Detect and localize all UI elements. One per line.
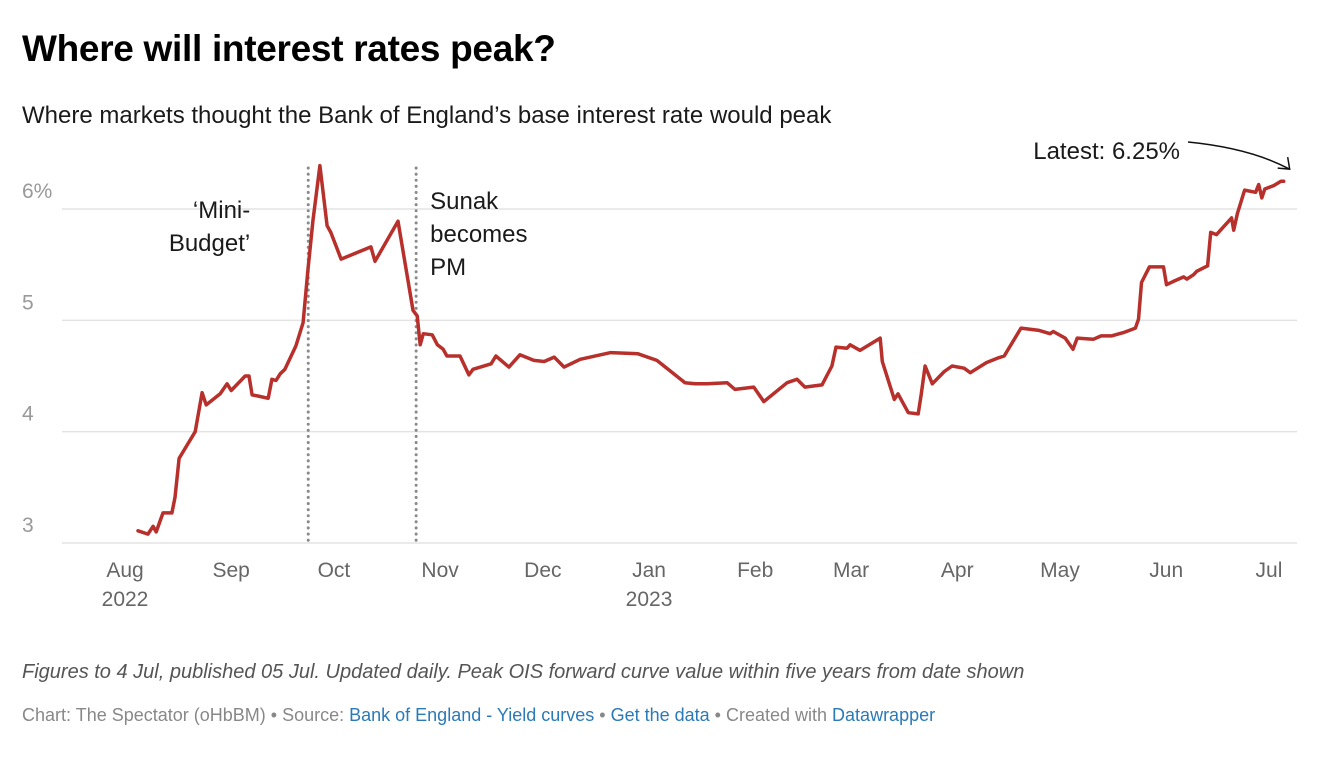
event-label: becomes xyxy=(430,221,527,248)
x-tick-label: Dec xyxy=(524,559,561,582)
get-the-data-link[interactable]: Get the data xyxy=(610,705,710,725)
series xyxy=(136,163,1286,536)
annotations: Latest: 6.25% xyxy=(1033,140,1291,170)
x-axis: Aug 2022 Sep Oct Nov Dec Jan 2023 Feb Mar Apr May Ju… xyxy=(102,559,1283,611)
y-axis: 3 4 5 6% xyxy=(22,180,52,537)
source-link[interactable]: Bank of England - Yield curves xyxy=(349,705,595,725)
x-tick-label: Jul xyxy=(1256,559,1283,582)
byline-separator: • xyxy=(594,705,611,725)
event-markers: ‘Mini- Budget’ Sunak becomes PM xyxy=(169,166,528,545)
x-tick-label: Mar xyxy=(833,559,869,582)
y-tick-label: 6% xyxy=(22,180,52,203)
y-tick-label: 3 xyxy=(22,514,34,537)
series-line xyxy=(136,163,1286,536)
arrow-head-icon xyxy=(1277,157,1291,170)
chart-notes: Figures to 4 Jul, published 05 Jul. Upda… xyxy=(22,661,1025,683)
event-label: Budget’ xyxy=(169,230,250,257)
x-tick-label: Apr xyxy=(941,559,974,582)
x-tick-label: Oct xyxy=(318,559,351,582)
x-tick-label: Nov xyxy=(421,559,459,582)
x-tick-label: Feb xyxy=(737,559,773,582)
x-tick-year-label: 2023 xyxy=(626,588,673,611)
event-label: PM xyxy=(430,254,466,281)
byline-chart-credit: Chart: The Spectator (oHbBM) xyxy=(22,705,266,725)
byline-created-label: Created with xyxy=(725,705,833,725)
x-tick-label: Aug xyxy=(106,559,143,582)
x-tick-label: Sep xyxy=(212,559,249,582)
chart-subtitle: Where markets thought the Bank of Englan… xyxy=(22,102,832,129)
event-label: ‘Mini- xyxy=(193,197,250,224)
y-tick-label: 4 xyxy=(22,403,34,426)
x-tick-label: May xyxy=(1040,559,1080,582)
latest-value-annotation: Latest: 6.25% xyxy=(1033,140,1180,165)
gridlines xyxy=(62,208,1297,544)
byline-source-label: Source: xyxy=(282,705,350,725)
line-chart: 3 4 5 6% Aug 2022 Sep Oct Nov Dec Jan 2023 Feb Mar Ap… xyxy=(22,140,1297,611)
event-label: Sunak xyxy=(430,188,499,215)
byline-separator: • xyxy=(709,705,726,725)
y-tick-label: 5 xyxy=(22,291,34,314)
x-tick-label: Jan xyxy=(632,559,666,582)
datawrapper-link[interactable]: Datawrapper xyxy=(832,705,936,725)
byline-separator: • xyxy=(265,705,283,725)
x-tick-year-label: 2022 xyxy=(102,588,149,611)
byline: Chart: The Spectator (oHbBM) • Source: B… xyxy=(22,705,935,726)
annotation-arrow xyxy=(1187,141,1291,170)
x-tick-label: Jun xyxy=(1149,559,1183,582)
chart-title: Where will interest rates peak? xyxy=(22,28,556,69)
